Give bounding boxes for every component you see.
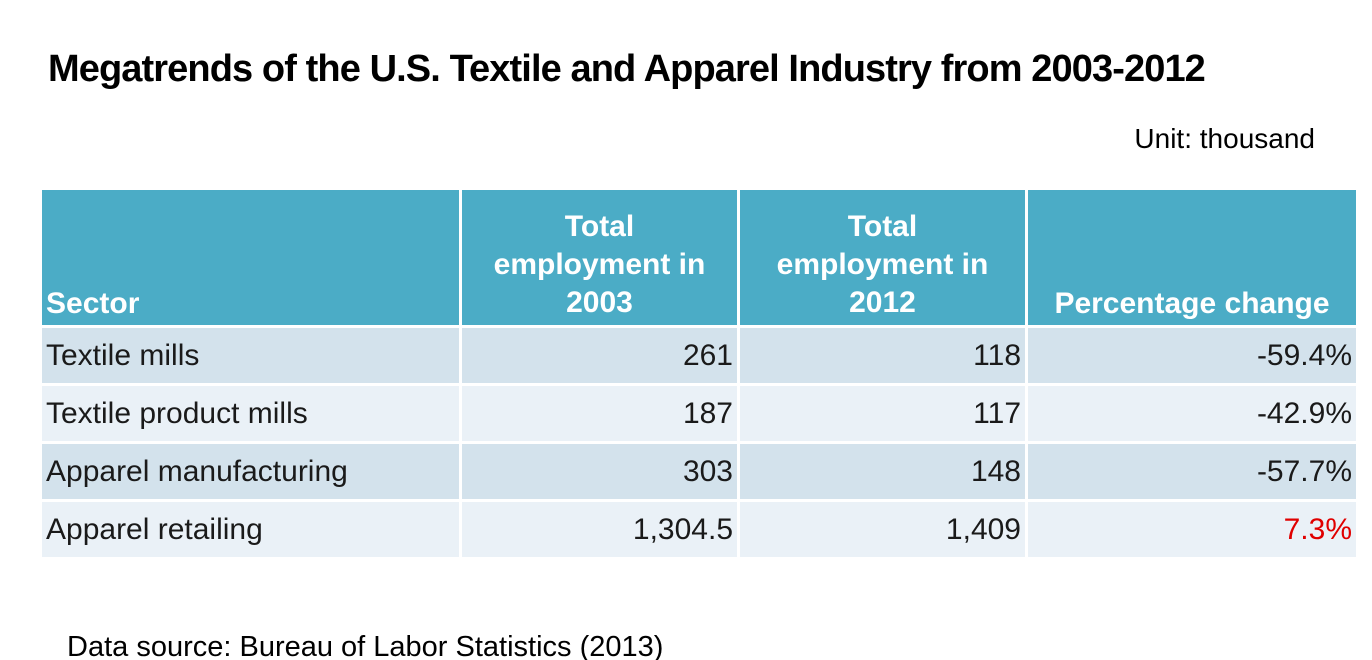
employment-table: Sector Total employment in 2003 Total em…: [42, 190, 1356, 557]
table-cell-sector: Apparel retailing: [42, 502, 459, 557]
table-cell-emp2003: 187: [462, 386, 737, 441]
table-cell-emp2012: 117: [740, 386, 1025, 441]
unit-label: Unit: thousand: [1134, 123, 1315, 154]
table-cell-emp2003: 1,304.5: [462, 502, 737, 557]
table-cell-sector: Textile product mills: [42, 386, 459, 441]
table-cell-pct-change-positive: 7.3%: [1028, 502, 1356, 557]
column-header-employment-2012: Total employment in 2012: [740, 190, 1025, 325]
table-cell-pct-change: -42.9%: [1028, 386, 1356, 441]
table-cell-emp2003: 303: [462, 444, 737, 499]
table-cell-sector: Textile mills: [42, 328, 459, 383]
source-note: Data source: Bureau of Labor Statistics …: [67, 631, 664, 660]
table-cell-pct-change: -59.4%: [1028, 328, 1356, 383]
table-cell-emp2012: 1,409: [740, 502, 1025, 557]
column-header-sector: Sector: [42, 190, 459, 325]
table-cell-emp2012: 118: [740, 328, 1025, 383]
column-header-employment-2003: Total employment in 2003: [462, 190, 737, 325]
page-title: Megatrends of the U.S. Textile and Appar…: [48, 48, 1206, 90]
column-header-percentage-change: Percentage change: [1028, 190, 1356, 325]
table-cell-pct-change: -57.7%: [1028, 444, 1356, 499]
table-cell-emp2012: 148: [740, 444, 1025, 499]
table-cell-sector: Apparel manufacturing: [42, 444, 459, 499]
table-cell-emp2003: 261: [462, 328, 737, 383]
